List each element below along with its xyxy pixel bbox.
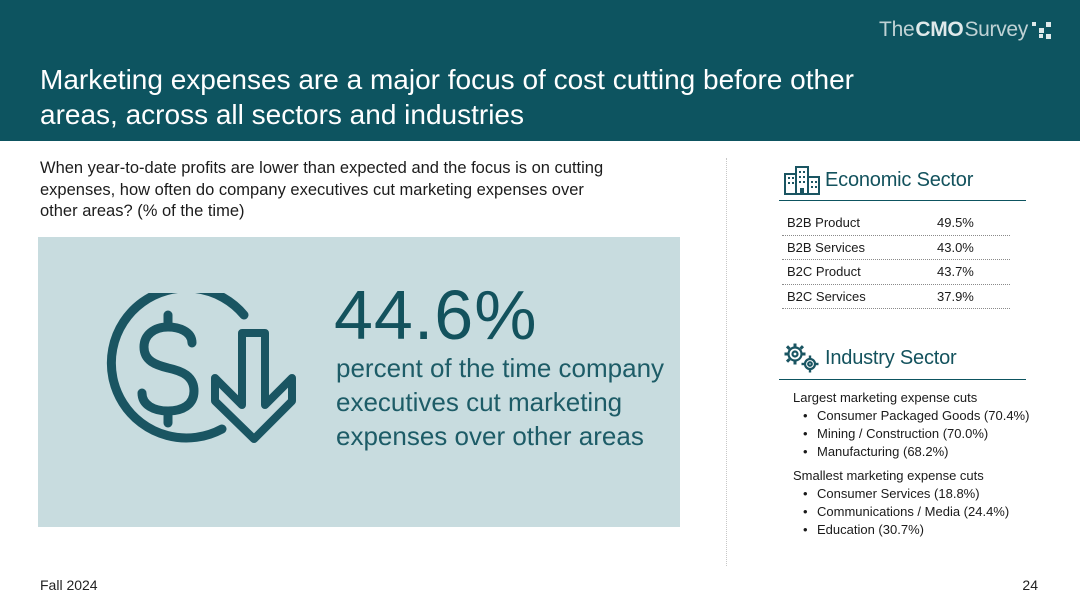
list-item: Manufacturing (68.2%) xyxy=(793,443,1053,461)
industry-sector-list: Largest marketing expense cuts Consumer … xyxy=(793,389,1053,545)
brand-logo: The CMO Survey xyxy=(879,18,1054,42)
table-cell-label: B2B Product xyxy=(787,215,860,231)
list-item: Consumer Services (18.8%) xyxy=(793,485,1053,503)
largest-cuts-list: Consumer Packaged Goods (70.4%) Mining /… xyxy=(793,407,1053,461)
economic-sector-rule xyxy=(779,200,1026,201)
header-banner: The CMO Survey Marketing expenses are a … xyxy=(0,0,1080,141)
smallest-cuts-list: Consumer Services (18.8%) Communications… xyxy=(793,485,1053,539)
economic-sector-heading: Economic Sector xyxy=(783,164,973,196)
industry-sector-rule xyxy=(779,379,1026,380)
list-item: Education (30.7%) xyxy=(793,521,1053,539)
brand-text-the: The xyxy=(879,18,915,41)
table-row: B2B Product 49.5% xyxy=(782,211,1010,236)
economic-sector-title: Economic Sector xyxy=(825,168,974,191)
brand-dots-icon xyxy=(1032,20,1054,40)
table-row: B2B Services 43.0% xyxy=(782,236,1010,260)
largest-cuts-label: Largest marketing expense cuts xyxy=(793,390,978,405)
brand-text-survey: Survey xyxy=(964,18,1028,41)
list-item: Consumer Packaged Goods (70.4%) xyxy=(793,407,1053,425)
dollar-down-arrow-icon xyxy=(106,293,296,443)
table-cell-value: 49.5% xyxy=(937,215,974,231)
highlight-description: percent of the time company executives c… xyxy=(336,353,665,451)
table-row: B2C Services 37.9% xyxy=(782,285,1010,309)
survey-question: When year-to-date profits are lower than… xyxy=(40,159,604,220)
smallest-cuts-label: Smallest marketing expense cuts xyxy=(793,468,984,483)
table-cell-label: B2C Services xyxy=(787,288,866,304)
page-number: 24 xyxy=(1022,577,1038,593)
list-item: Communications / Media (24.4%) xyxy=(793,503,1053,521)
buildings-icon xyxy=(784,166,820,195)
footer-date: Fall 2024 xyxy=(40,577,98,593)
brand-text-cmo: CMO xyxy=(915,18,964,41)
highlight-value: 44.6% xyxy=(334,276,538,354)
highlight-panel: 44.6% percent of the time company execut… xyxy=(38,237,680,527)
table-cell-label: B2C Product xyxy=(787,264,861,280)
industry-sector-heading: Industry Sector xyxy=(783,342,957,374)
gears-icon xyxy=(784,343,819,373)
page-title: Marketing expenses are a major focus of … xyxy=(40,64,854,130)
industry-sector-title: Industry Sector xyxy=(825,346,957,369)
table-row: B2C Product 43.7% xyxy=(782,260,1010,285)
economic-sector-table: B2B Product 49.5% B2B Services 43.0% B2C… xyxy=(782,211,1010,309)
list-item: Mining / Construction (70.0%) xyxy=(793,425,1053,443)
table-cell-value: 37.9% xyxy=(937,288,974,304)
table-cell-label: B2B Services xyxy=(787,239,866,255)
table-cell-value: 43.0% xyxy=(937,239,974,255)
column-divider xyxy=(726,158,727,566)
table-cell-value: 43.7% xyxy=(937,264,974,280)
